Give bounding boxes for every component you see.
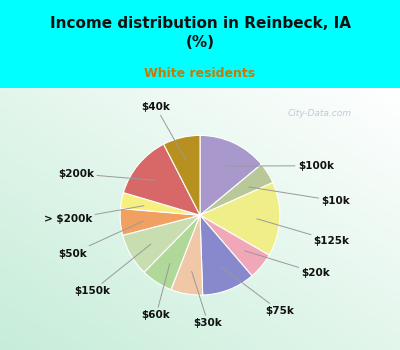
Text: $100k: $100k [226,161,334,171]
Text: $60k: $60k [142,264,170,320]
Text: > $200k: > $200k [44,206,144,224]
Text: City-Data.com: City-Data.com [288,108,352,118]
Wedge shape [200,135,262,215]
Wedge shape [171,215,203,295]
Text: $125k: $125k [257,219,350,246]
Text: $30k: $30k [192,271,222,328]
Wedge shape [120,209,200,235]
Wedge shape [124,144,200,215]
Wedge shape [120,193,200,215]
Wedge shape [200,215,252,295]
Text: $10k: $10k [249,187,350,206]
Wedge shape [200,164,273,215]
Wedge shape [164,135,200,215]
Wedge shape [123,215,200,272]
Text: $20k: $20k [244,251,330,278]
Text: Income distribution in Reinbeck, IA
(%): Income distribution in Reinbeck, IA (%) [50,16,350,50]
Text: White residents: White residents [144,67,256,80]
Wedge shape [200,215,269,276]
Text: $40k: $40k [142,103,186,160]
Text: $200k: $200k [58,169,156,180]
Wedge shape [200,183,280,255]
Text: $150k: $150k [74,244,151,296]
Text: $50k: $50k [58,221,143,259]
Text: $75k: $75k [222,267,294,316]
Wedge shape [144,215,200,290]
